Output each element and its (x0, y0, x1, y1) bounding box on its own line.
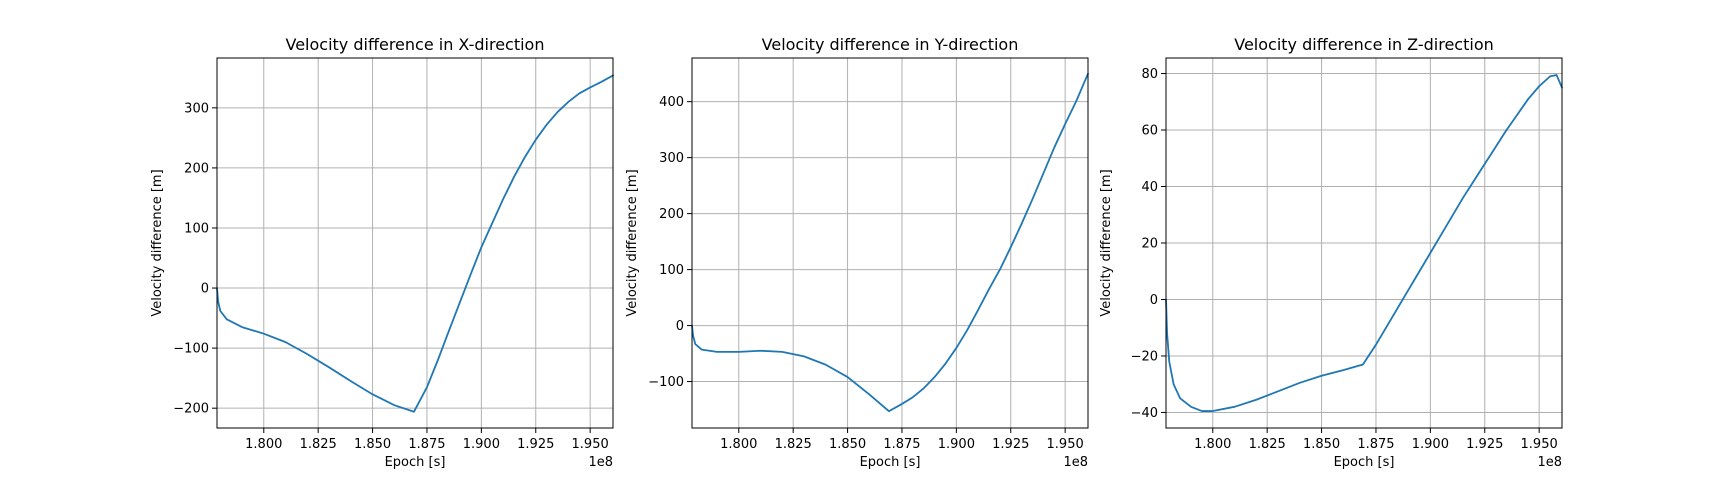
x-tick-label: 1.800 (245, 437, 282, 452)
axes-frame (216, 57, 614, 429)
x-tick-label: 1.900 (1412, 437, 1449, 452)
y-tick-label: 0 (201, 282, 209, 297)
y-tick-label: −20 (1131, 349, 1158, 364)
y-tick-label: −100 (173, 342, 209, 357)
axes-frame (691, 57, 1089, 429)
y-tick-label: 100 (659, 263, 684, 278)
x-tick-label: 1.850 (829, 437, 866, 452)
x-tick-label: 1.875 (1357, 437, 1394, 452)
y-tick-label: 200 (184, 161, 209, 176)
x-tick-label: 1.800 (1194, 437, 1231, 452)
x-tick-label: 1.850 (1303, 437, 1340, 452)
y-tick-label: 400 (659, 95, 684, 110)
series-line (691, 72, 1089, 413)
x-axis-offset-label: 1e8 (1063, 455, 1088, 470)
y-tick-label: 300 (659, 151, 684, 166)
y-tick-label: 20 (1141, 237, 1158, 252)
y-tick-label: 0 (676, 319, 684, 334)
x-tick-label: 1.850 (354, 437, 391, 452)
chart-title: Velocity difference in Z-direction (1234, 35, 1494, 54)
y-tick-label: −40 (1131, 406, 1158, 421)
y-tick-label: −200 (173, 402, 209, 417)
y-tick-label: 40 (1141, 180, 1158, 195)
chart-y-direction: 1.800 1.825 1.850 1.875 1.900 1.925 1.950 −100 0… (625, 35, 1089, 470)
x-axis-label: Epoch [s] (385, 455, 446, 470)
x-tick-label: 1.900 (938, 437, 975, 452)
x-tick-label: 1.825 (300, 437, 337, 452)
y-tick-label: 200 (659, 207, 684, 222)
y-tick-label: −100 (648, 375, 684, 390)
y-tick-label: 100 (184, 221, 209, 236)
x-axis-label: Epoch [s] (860, 455, 921, 470)
y-axis-label: Velocity difference [m] (150, 169, 165, 316)
x-tick-label: 1.825 (775, 437, 812, 452)
x-tick-label: 1.950 (1047, 437, 1084, 452)
x-tick-label: 1.800 (720, 437, 757, 452)
x-tick-label: 1.900 (463, 437, 500, 452)
x-axis-offset-label: 1e8 (1537, 455, 1562, 470)
x-tick-label: 1.925 (517, 437, 554, 452)
x-tick-label: 1.875 (408, 437, 445, 452)
chart-title: Velocity difference in Y-direction (762, 35, 1019, 54)
x-tick-label: 1.950 (1521, 437, 1558, 452)
x-axis-label: Epoch [s] (1334, 455, 1395, 470)
y-tick-label: 80 (1141, 67, 1158, 82)
series-line (216, 74, 614, 413)
chart-x-direction: 1.800 1.825 1.850 1.875 1.900 1.925 1.950 −200 −… (150, 35, 614, 470)
y-tick-label: 300 (184, 101, 209, 116)
x-tick-label: 1.925 (1466, 437, 1503, 452)
x-tick-label: 1.950 (572, 437, 609, 452)
y-tick-label: 60 (1141, 124, 1158, 139)
y-axis-label: Velocity difference [m] (1099, 169, 1114, 316)
chart-z-direction: 1.800 1.825 1.850 1.875 1.900 1.925 1.950 −40 −2… (1099, 35, 1563, 470)
y-tick-label: 0 (1150, 293, 1158, 308)
chart-title: Velocity difference in X-direction (286, 35, 545, 54)
y-axis-label: Velocity difference [m] (625, 169, 640, 316)
x-axis-offset-label: 1e8 (588, 455, 613, 470)
x-tick-label: 1.925 (992, 437, 1029, 452)
series-line (1165, 74, 1563, 412)
x-tick-label: 1.825 (1249, 437, 1286, 452)
x-tick-label: 1.875 (883, 437, 920, 452)
